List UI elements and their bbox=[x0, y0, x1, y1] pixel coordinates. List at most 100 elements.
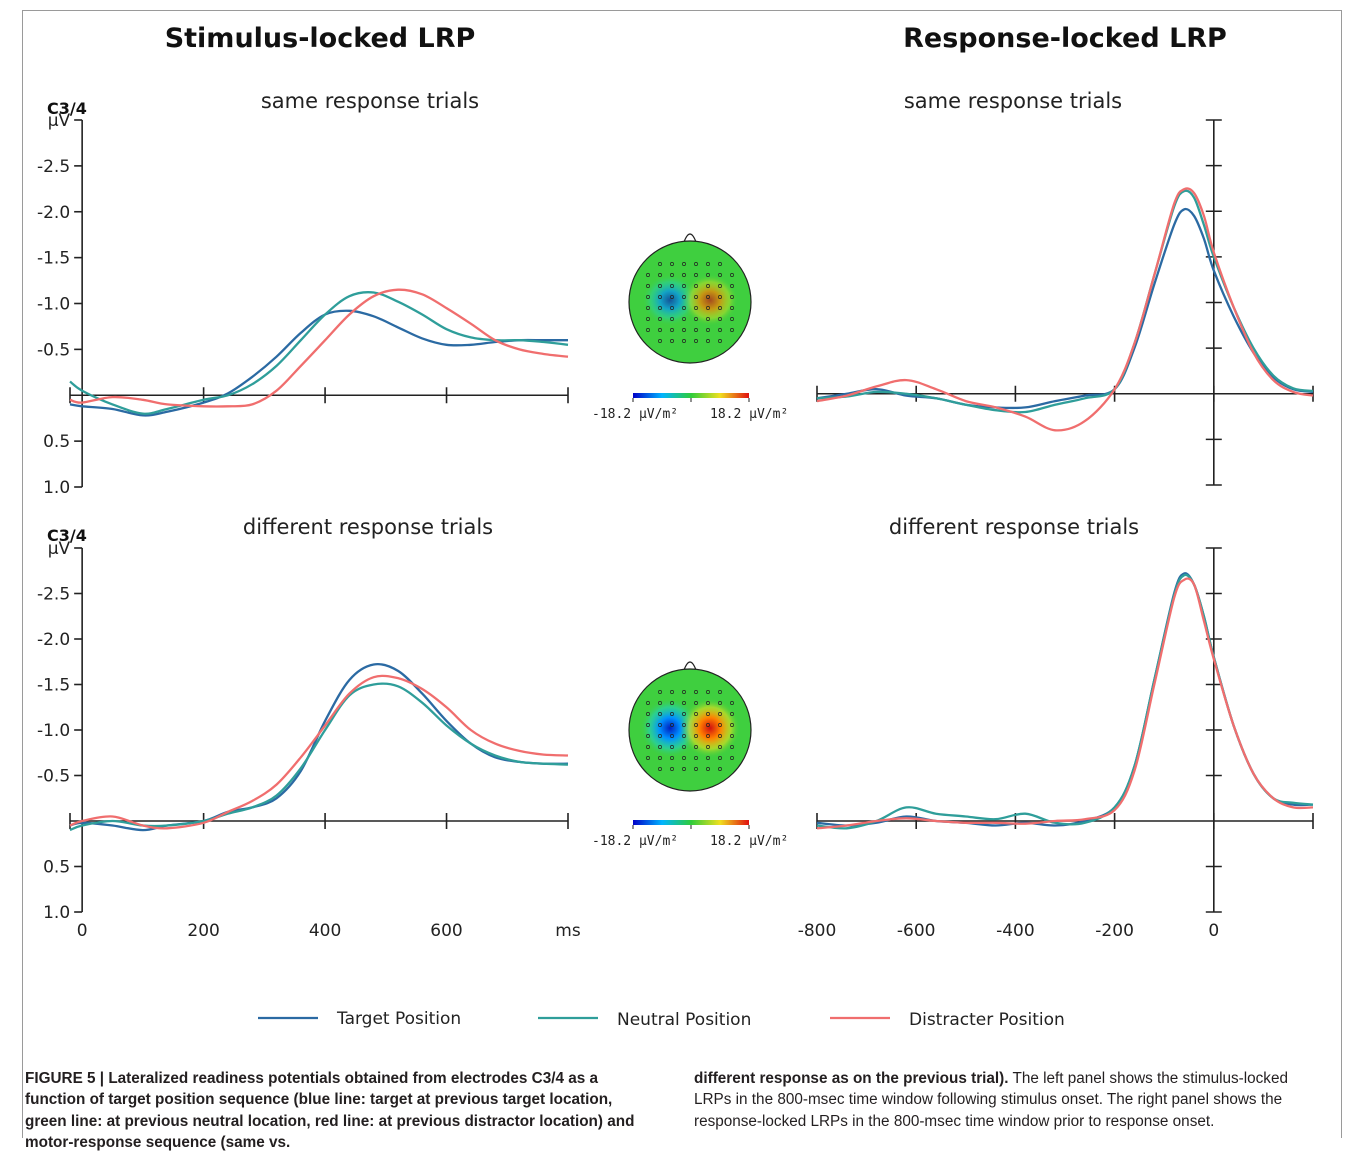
electrode-dot bbox=[730, 701, 734, 705]
electrode-dot bbox=[706, 745, 710, 749]
y-tick-label: -0.5 bbox=[37, 340, 70, 360]
series-target-line bbox=[69, 662, 569, 832]
electrode-dot bbox=[670, 712, 674, 716]
electrode-dot bbox=[658, 701, 662, 705]
electrode-dot bbox=[694, 306, 698, 310]
y-tick-label: -1.0 bbox=[37, 721, 70, 741]
chart-panel: -800 -600 -400 -200 0 bbox=[798, 547, 1314, 941]
colorbar-gradient bbox=[633, 393, 749, 398]
electrode-dot bbox=[706, 701, 710, 705]
electrode-dot bbox=[682, 306, 686, 310]
electrode-dot bbox=[646, 284, 650, 288]
electrode-dot bbox=[646, 273, 650, 277]
colorbar-min-label: -18.2 μV/m² bbox=[592, 834, 678, 849]
electrode-dot bbox=[694, 317, 698, 321]
electrode-dot bbox=[694, 734, 698, 738]
electrode-dot bbox=[718, 306, 722, 310]
electrode-dot bbox=[670, 339, 674, 343]
electrode-dot bbox=[658, 767, 662, 771]
series-target-line bbox=[816, 207, 1314, 410]
electrode-label-top: C3/4 bbox=[47, 99, 87, 118]
x-tick-label: 400 bbox=[309, 921, 341, 941]
electrode-dot bbox=[682, 339, 686, 343]
y-tick-label: -1.0 bbox=[37, 295, 70, 315]
electrode-dot bbox=[730, 723, 734, 727]
electrode-dot bbox=[658, 262, 662, 266]
electrode-dot bbox=[718, 734, 722, 738]
electrode-dot bbox=[694, 690, 698, 694]
electrode-dot bbox=[670, 273, 674, 277]
electrode-dot bbox=[658, 317, 662, 321]
row-title-same-right: same response trials bbox=[904, 89, 1122, 113]
y-tick-label: -2.0 bbox=[37, 203, 70, 223]
row-title-same-left: same response trials bbox=[261, 89, 479, 113]
series-distracter-line bbox=[816, 187, 1314, 432]
x-tick-label: -600 bbox=[897, 921, 936, 941]
electrode-dot bbox=[646, 328, 650, 332]
chart-panel: 1.0 0.5 -0.5 -1.0 -1.5 -2.0 -2.5 μV 0 200 400 600 ms bbox=[37, 539, 581, 941]
x-tick-label: -400 bbox=[996, 921, 1035, 941]
electrode-dot bbox=[682, 701, 686, 705]
electrode-dot bbox=[646, 756, 650, 760]
y-tick-label: 1.0 bbox=[43, 478, 70, 498]
electrode-dot bbox=[694, 339, 698, 343]
electrode-dot bbox=[730, 734, 734, 738]
electrode-dot bbox=[682, 295, 686, 299]
topomap-positive-blob bbox=[682, 274, 738, 326]
electrode-dot bbox=[694, 756, 698, 760]
electrode-dot bbox=[706, 756, 710, 760]
topomap-different bbox=[628, 661, 752, 792]
electrode-dot bbox=[646, 295, 650, 299]
colorbar-min-label: -18.2 μV/m² bbox=[592, 407, 678, 422]
y-tick-label: -0.5 bbox=[37, 767, 70, 787]
x-tick-label: 0 bbox=[77, 921, 88, 941]
x-tick-label: 600 bbox=[430, 921, 462, 941]
electrode-dot bbox=[718, 745, 722, 749]
figure-frame bbox=[22, 10, 1342, 1138]
electrode-dot bbox=[706, 262, 710, 266]
electrode-dot bbox=[670, 745, 674, 749]
x-tick-label: -800 bbox=[798, 921, 837, 941]
electrode-dot bbox=[718, 701, 722, 705]
electrode-dot bbox=[682, 317, 686, 321]
electrode-dot bbox=[718, 690, 722, 694]
electrode-dot bbox=[646, 317, 650, 321]
electrode-dot bbox=[706, 767, 710, 771]
caption-left: FIGURE 5 | Lateralized readiness potenti… bbox=[25, 1070, 635, 1152]
electrode-dot bbox=[670, 306, 674, 310]
electrode-dot bbox=[682, 262, 686, 266]
electrode-dot bbox=[718, 284, 722, 288]
caption-right-bold: different response as on the previous tr… bbox=[694, 1070, 1009, 1087]
electrode-dot bbox=[718, 295, 722, 299]
electrode-dot bbox=[718, 712, 722, 716]
electrode-dot bbox=[706, 712, 710, 716]
col-title-response: Response-locked LRP bbox=[903, 23, 1227, 54]
electrode-dot bbox=[670, 328, 674, 332]
electrode-dot bbox=[658, 306, 662, 310]
electrode-dot bbox=[694, 262, 698, 266]
electrode-dot bbox=[730, 317, 734, 321]
electrode-dot bbox=[718, 262, 722, 266]
colorbar-max-label: 18.2 μV/m² bbox=[710, 834, 788, 849]
electrode-dot bbox=[706, 295, 710, 299]
electrode-dot bbox=[682, 712, 686, 716]
x-axis-unit: ms bbox=[555, 921, 581, 941]
electrode-dot bbox=[670, 317, 674, 321]
series-neutral-line bbox=[816, 189, 1314, 414]
electrode-dot bbox=[694, 701, 698, 705]
electrode-dot bbox=[670, 734, 674, 738]
caption-right-text: The left panel shows the stimulus-locked… bbox=[694, 1070, 1288, 1130]
series-neutral-line bbox=[816, 573, 1314, 830]
electrode-dot bbox=[718, 339, 722, 343]
topomap-negative-blob bbox=[642, 274, 698, 326]
electrode-dot bbox=[730, 284, 734, 288]
chart-panel bbox=[816, 119, 1314, 486]
topomap-same bbox=[628, 233, 752, 364]
colorbar-max-label: 18.2 μV/m² bbox=[710, 407, 788, 422]
electrode-dot bbox=[718, 756, 722, 760]
electrode-dot bbox=[718, 328, 722, 332]
electrode-dot bbox=[658, 284, 662, 288]
electrode-dot bbox=[706, 284, 710, 288]
legend-label-target: Target Position bbox=[336, 1009, 461, 1029]
